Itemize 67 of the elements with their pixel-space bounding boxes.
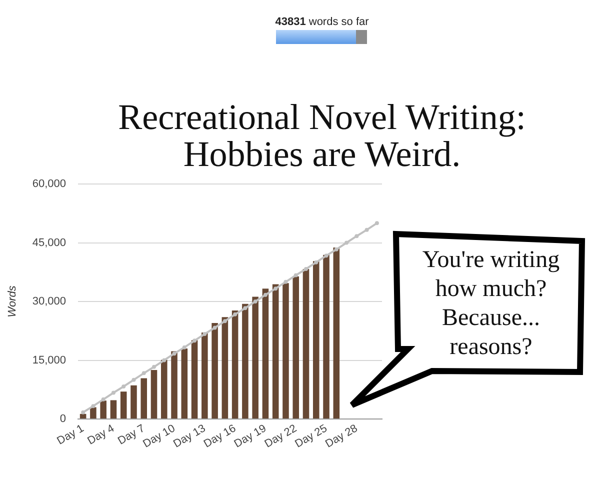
point xyxy=(202,332,207,336)
bar xyxy=(181,348,188,418)
point xyxy=(324,254,328,258)
x-tick-label: Day 1 xyxy=(55,422,86,448)
y-tick-label: 45,000 xyxy=(32,236,66,249)
bar xyxy=(150,370,158,418)
point xyxy=(344,240,349,245)
point xyxy=(233,312,238,316)
point xyxy=(274,286,278,291)
point xyxy=(122,384,126,388)
point xyxy=(304,266,308,271)
point xyxy=(212,326,217,330)
point xyxy=(142,371,146,376)
bar xyxy=(222,317,228,418)
y-tick-label: 0 xyxy=(60,413,66,426)
bar xyxy=(120,392,127,418)
point xyxy=(364,228,369,232)
bar xyxy=(282,283,289,418)
point xyxy=(132,378,136,382)
bar xyxy=(171,351,178,418)
point xyxy=(192,338,197,343)
point xyxy=(172,352,176,356)
point xyxy=(81,410,86,414)
bar xyxy=(302,268,310,418)
text: You're writing how much? Because... reasons? xyxy=(421,246,561,362)
point xyxy=(314,260,318,264)
point xyxy=(91,404,96,408)
y-axis-title: Words xyxy=(6,285,19,318)
point xyxy=(111,390,116,395)
point xyxy=(334,247,338,252)
y-tick-label: 15,000 xyxy=(32,354,66,366)
point xyxy=(152,364,156,369)
point xyxy=(263,292,268,297)
chart-title: Recreational Novel Writing: Hobbies are Weird. xyxy=(117,97,527,174)
bar xyxy=(212,323,218,418)
bar xyxy=(323,254,330,418)
point xyxy=(354,234,359,238)
point xyxy=(243,306,248,310)
point xyxy=(294,273,298,278)
point xyxy=(162,358,166,362)
bar xyxy=(191,340,198,418)
bar xyxy=(140,378,148,418)
bar xyxy=(252,296,258,418)
bar xyxy=(292,276,300,418)
point xyxy=(101,397,106,402)
bar xyxy=(160,360,168,418)
bar xyxy=(80,414,86,418)
point xyxy=(253,300,258,304)
bar xyxy=(90,407,96,418)
point xyxy=(182,345,186,350)
bar xyxy=(333,247,340,418)
bar xyxy=(242,304,248,418)
bar xyxy=(262,288,269,418)
bar xyxy=(100,400,106,418)
text: 43831 words so far xyxy=(274,16,370,29)
y-tick-label: 60,000 xyxy=(32,178,66,190)
bar xyxy=(312,261,320,418)
point xyxy=(222,319,227,324)
y-tick-label: 30,000 xyxy=(32,296,66,308)
bar xyxy=(110,400,117,418)
bar xyxy=(130,385,137,418)
bar xyxy=(272,284,279,418)
bar xyxy=(232,310,238,418)
bar xyxy=(202,332,208,418)
point xyxy=(284,280,288,284)
x-tick-label: Day 4 xyxy=(86,422,116,448)
point xyxy=(374,221,379,226)
